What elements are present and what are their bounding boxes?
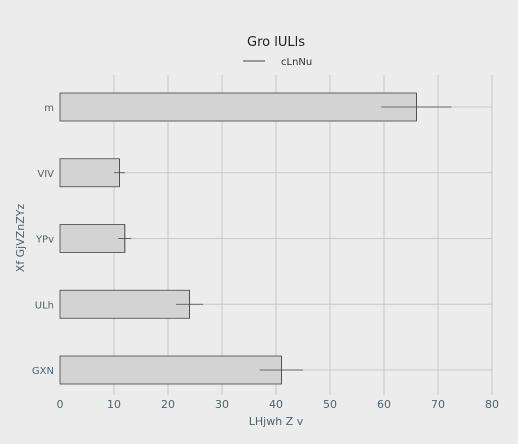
x-tick-label: 30 — [215, 398, 229, 411]
bar-ULh — [59, 289, 191, 319]
y-category-label: ULh — [35, 300, 54, 311]
y-category-label: VIV — [37, 169, 54, 180]
x-tick-label: 60 — [377, 398, 391, 411]
x-tick-label: 10 — [107, 398, 121, 411]
y-category-label: m — [44, 103, 54, 114]
bar-m — [59, 92, 417, 122]
bars — [59, 92, 417, 385]
chart-title: Gro lULls — [247, 35, 305, 50]
x-tick-label: 20 — [161, 398, 175, 411]
bar-GXN — [59, 355, 282, 385]
y-category-label: YPv — [35, 235, 54, 246]
x-tick-label: 50 — [323, 398, 337, 411]
x-axis-label: LHjwh Z v — [249, 415, 304, 428]
x-tick-label: 70 — [431, 398, 445, 411]
x-tick-labels: 0 10 20 30 40 50 60 70 80 — [57, 398, 500, 411]
x-tick-label: 0 — [57, 398, 64, 411]
legend-label: cLnNu — [281, 57, 312, 68]
bar-YPv — [59, 224, 126, 253]
error-bars — [114, 93, 452, 384]
y-axis-label: Xf GjVZnZYz — [14, 204, 27, 273]
y-category-label: GXN — [32, 366, 54, 377]
x-tick-label: 80 — [485, 398, 499, 411]
legend: cLnNu — [243, 57, 312, 68]
bar-VIV — [59, 158, 120, 188]
x-tick-label: 40 — [269, 398, 283, 411]
y-category-labels: m VIV YPv ULh GXN — [32, 103, 54, 377]
